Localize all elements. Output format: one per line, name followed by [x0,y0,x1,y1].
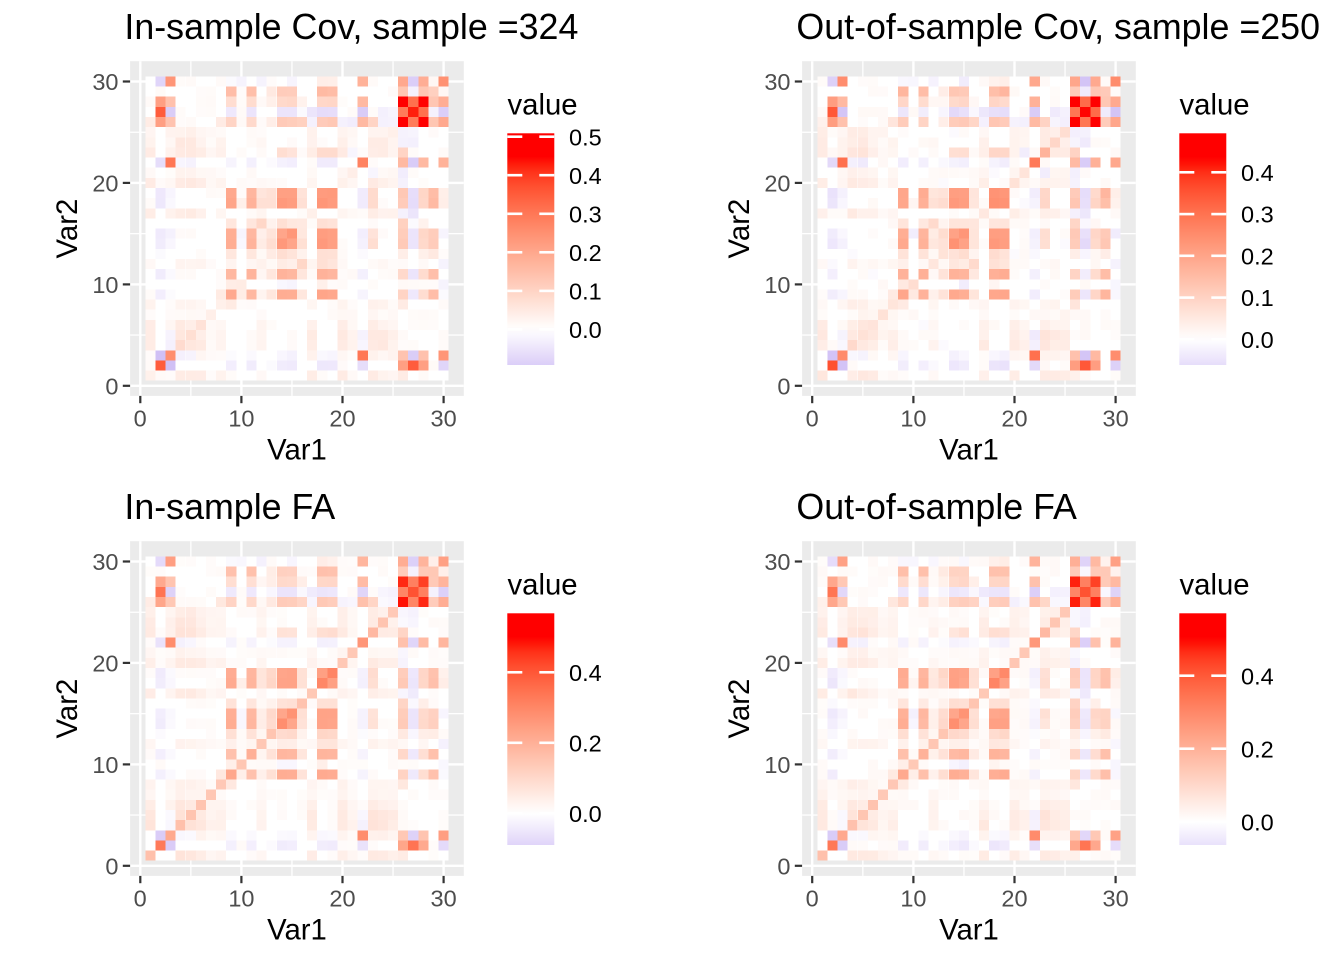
svg-text:0.2: 0.2 [1241,736,1274,762]
svg-text:10: 10 [228,406,254,432]
svg-text:0: 0 [806,886,819,912]
svg-text:0.4: 0.4 [569,660,602,686]
svg-text:Var1: Var1 [939,433,999,466]
svg-text:value: value [508,569,578,602]
svg-text:0.0: 0.0 [1241,809,1274,835]
svg-text:20: 20 [92,171,118,197]
svg-text:Out-of-sample Cov, sample =250: Out-of-sample Cov, sample =250 [796,7,1320,47]
svg-text:Var1: Var1 [267,913,327,946]
svg-text:0.0: 0.0 [569,801,602,827]
svg-text:Var2: Var2 [723,679,756,739]
svg-text:0: 0 [777,373,790,399]
svg-text:10: 10 [764,272,790,298]
svg-text:0.3: 0.3 [1241,202,1274,228]
svg-text:0.2: 0.2 [569,240,602,266]
svg-text:0.0: 0.0 [569,317,602,343]
svg-text:0.2: 0.2 [1241,243,1274,269]
svg-text:30: 30 [431,406,457,432]
svg-text:0.4: 0.4 [569,163,602,189]
svg-text:30: 30 [764,69,790,95]
svg-text:In-sample FA: In-sample FA [124,487,335,527]
svg-text:10: 10 [900,886,926,912]
svg-text:Var2: Var2 [51,679,84,739]
svg-text:0.2: 0.2 [569,730,602,756]
svg-text:Var2: Var2 [723,199,756,259]
svg-text:0.4: 0.4 [1241,663,1274,689]
svg-text:10: 10 [900,406,926,432]
svg-text:30: 30 [1103,886,1129,912]
svg-text:0: 0 [105,853,118,879]
svg-text:0: 0 [134,406,147,432]
svg-text:0.1: 0.1 [1241,285,1274,311]
svg-text:20: 20 [1001,886,1027,912]
svg-text:10: 10 [92,272,118,298]
svg-text:0.4: 0.4 [1241,160,1274,186]
svg-text:20: 20 [92,651,118,677]
svg-text:0: 0 [777,853,790,879]
svg-text:Out-of-sample FA: Out-of-sample FA [796,487,1077,527]
svg-text:30: 30 [431,886,457,912]
svg-text:0.3: 0.3 [569,201,602,227]
svg-text:20: 20 [329,406,355,432]
svg-text:20: 20 [1001,406,1027,432]
svg-text:Var1: Var1 [939,913,999,946]
svg-text:value: value [1180,569,1250,602]
svg-text:20: 20 [764,171,790,197]
svg-text:30: 30 [92,549,118,575]
svg-text:0.1: 0.1 [569,279,602,305]
svg-text:10: 10 [764,752,790,778]
svg-text:Var2: Var2 [51,199,84,259]
svg-text:0.5: 0.5 [569,124,602,150]
svg-text:0.0: 0.0 [1241,327,1274,353]
svg-text:30: 30 [1103,406,1129,432]
svg-text:In-sample Cov, sample =324: In-sample Cov, sample =324 [124,7,578,47]
svg-text:20: 20 [764,651,790,677]
svg-text:10: 10 [92,752,118,778]
svg-text:20: 20 [329,886,355,912]
svg-text:30: 30 [764,549,790,575]
svg-text:Var1: Var1 [267,433,327,466]
svg-text:0: 0 [806,406,819,432]
svg-text:30: 30 [92,69,118,95]
svg-text:value: value [508,89,578,122]
svg-text:0: 0 [134,886,147,912]
svg-text:value: value [1180,89,1250,122]
svg-text:10: 10 [228,886,254,912]
svg-text:0: 0 [105,373,118,399]
